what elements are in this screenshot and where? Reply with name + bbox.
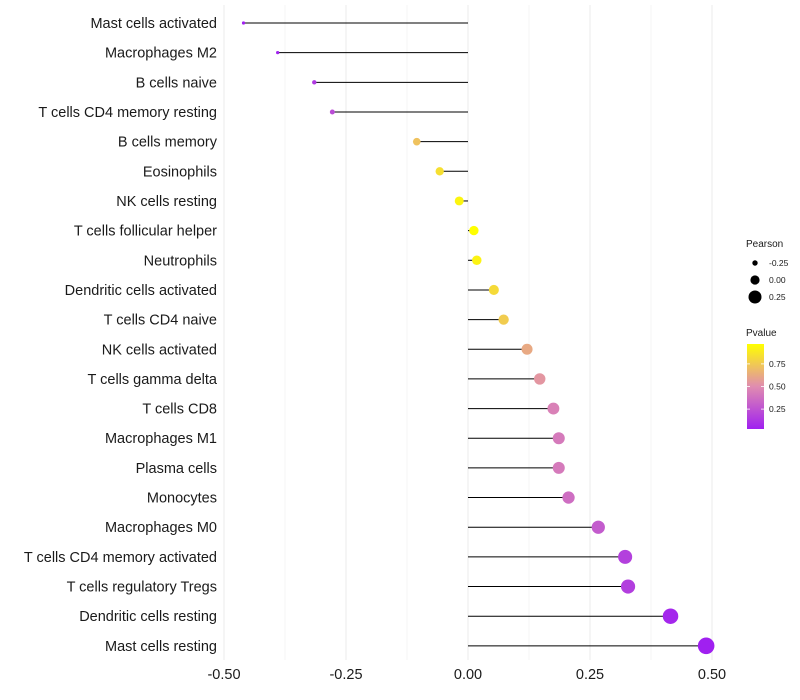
x-tick-label: 0.50 — [698, 667, 726, 683]
color-legend-title: Pvalue — [746, 328, 777, 339]
lollipop-dot — [552, 461, 565, 474]
x-tick-label: 0.00 — [454, 667, 482, 683]
x-axis-ticks: -0.50 -0.25 0.00 0.25 0.50 — [207, 667, 726, 683]
x-tick-label: 0.25 — [576, 667, 604, 683]
lollipop-dots — [241, 21, 715, 655]
lollipop-dot — [454, 196, 464, 206]
category-label: Dendritic cells activated — [65, 283, 217, 299]
lollipop-dot — [241, 21, 246, 25]
size-legend: Pearson -0.25 0.00 0.25 — [746, 239, 789, 304]
color-legend-label: 0.25 — [769, 404, 786, 414]
lollipop-dot — [469, 225, 479, 236]
lollipop-dot — [591, 520, 605, 534]
x-tick-label: -0.50 — [207, 667, 240, 683]
category-label: Eosinophils — [143, 164, 217, 180]
category-label: Mast cells resting — [105, 639, 217, 655]
category-label: T cells CD8 — [142, 402, 217, 418]
size-legend-label: 0.25 — [769, 292, 786, 302]
size-legend-dot — [748, 290, 762, 304]
category-label: B cells memory — [118, 135, 218, 151]
size-legend-label: 0.00 — [769, 275, 786, 285]
category-label: B cells naive — [136, 75, 217, 91]
size-legend-dot — [752, 260, 758, 266]
lollipop-dot — [620, 579, 636, 594]
category-label: Macrophages M0 — [105, 520, 217, 536]
lollipop-dot — [435, 167, 444, 176]
lollipop-dot — [412, 137, 421, 146]
color-legend-bar — [747, 344, 764, 429]
lollipop-dot — [312, 80, 317, 85]
size-legend-label: -0.25 — [769, 258, 789, 268]
color-legend-label: 0.75 — [769, 359, 786, 369]
category-label: Plasma cells — [136, 461, 217, 477]
category-label: T cells follicular helper — [74, 224, 217, 240]
lollipop-dot — [498, 314, 509, 325]
grid-lines — [223, 5, 713, 660]
lollipop-dot — [521, 343, 533, 355]
category-label: Monocytes — [147, 491, 217, 507]
lollipop-dot — [697, 637, 715, 655]
category-label: Macrophages M1 — [105, 431, 217, 447]
lollipop-dot — [547, 402, 560, 415]
category-label: NK cells resting — [116, 194, 217, 210]
color-legend-label: 0.50 — [769, 382, 786, 392]
category-label: Mast cells activated — [90, 16, 217, 32]
category-labels: Mast cells activated Macrophages M2 B cell… — [24, 16, 218, 655]
category-label: T cells gamma delta — [88, 372, 218, 388]
lollipop-dot — [276, 51, 280, 55]
category-label: T cells regulatory Tregs — [67, 580, 217, 596]
category-label: NK cells activated — [102, 342, 217, 358]
x-tick-label: -0.25 — [329, 667, 362, 683]
category-label: T cells CD4 naive — [104, 313, 217, 329]
lollipop-dot — [488, 284, 499, 295]
category-label: Neutrophils — [144, 253, 217, 269]
lollipop-dot — [329, 109, 335, 115]
lollipop-dot — [562, 491, 575, 504]
size-legend-dot — [750, 275, 760, 285]
lollipop-dot — [472, 255, 482, 266]
lollipop-stems — [243, 22, 707, 647]
size-legend-title: Pearson — [746, 239, 783, 250]
lollipop-dot — [534, 373, 546, 385]
color-legend: Pvalue 0.25 0.50 0.75 — [746, 328, 786, 429]
category-label: T cells CD4 memory resting — [38, 105, 217, 121]
lollipop-dot — [618, 549, 633, 564]
category-label: Macrophages M2 — [105, 46, 217, 62]
category-label: Dendritic cells resting — [79, 609, 217, 625]
category-label: T cells CD4 memory activated — [24, 550, 217, 566]
lollipop-dot — [662, 608, 679, 624]
lollipop-dot — [552, 432, 565, 445]
